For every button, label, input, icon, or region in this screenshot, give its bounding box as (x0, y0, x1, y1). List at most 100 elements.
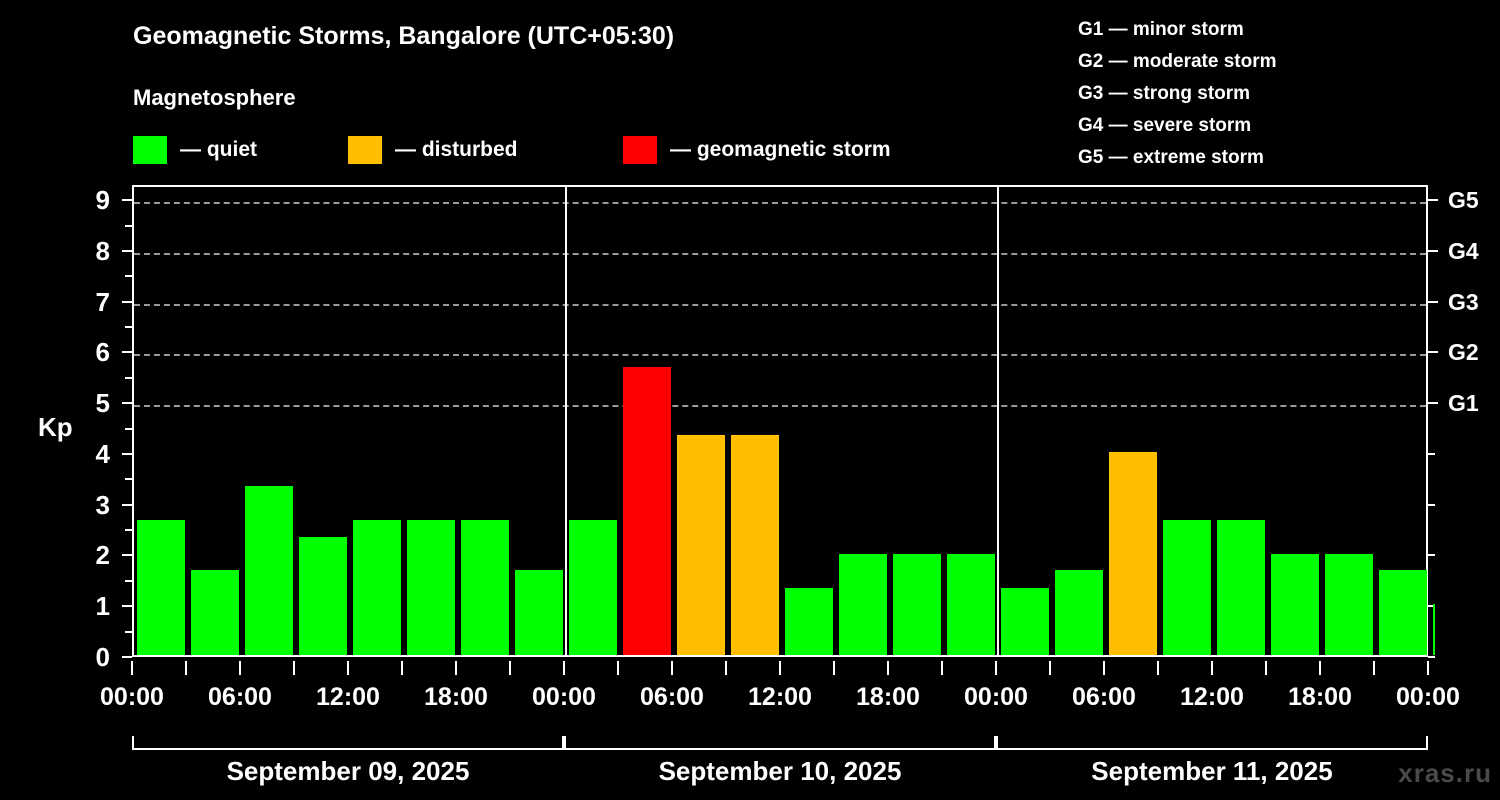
bar-kp-18 (1109, 452, 1157, 655)
bar-kp-21 (1271, 553, 1319, 655)
x-tick-mark-24 (1427, 661, 1429, 675)
bar-kp-7 (515, 570, 563, 655)
g-tick-label-G3: G3 (1448, 288, 1479, 315)
gridline-kp-7 (134, 303, 1426, 306)
g-tick-mark-G2 (1428, 351, 1438, 354)
bar-kp-20 (1217, 519, 1265, 655)
day-band-2 (564, 736, 996, 750)
x-tick-mark-20 (1211, 661, 1213, 675)
x-tick-mark-0 (131, 661, 133, 675)
y-tick-label-4: 4 (95, 438, 110, 469)
y-tick-label-6: 6 (95, 337, 110, 368)
bar-kp-6 (461, 519, 509, 655)
day-band-1 (132, 736, 564, 750)
g-tick-label-G4: G4 (1448, 237, 1479, 264)
y-tick-minor (125, 529, 132, 532)
x-tick-label-4: 00:00 (532, 683, 596, 711)
y-tick-minor (125, 376, 132, 379)
day-label-3: September 11, 2025 (1091, 756, 1333, 786)
y-tick-mark-2 (122, 554, 132, 557)
x-tick-mark-17 (1049, 661, 1051, 675)
y-tick-label-1: 1 (95, 591, 110, 622)
gridline-kp-5 (134, 405, 1426, 408)
x-tick-label-7: 18:00 (856, 683, 920, 711)
y-tick-label-7: 7 (95, 286, 110, 317)
g-legend-row-g3: G3 — strong storm (1078, 83, 1251, 104)
x-tick-mark-22 (1319, 661, 1321, 675)
bar-kp-22 (1325, 553, 1373, 655)
y-tick-mark-3 (122, 503, 132, 506)
x-tick-label-12: 00:00 (1396, 683, 1460, 711)
day-separator-1 (565, 187, 567, 655)
g-tick-minor (1428, 452, 1435, 455)
x-tick-mark-5 (401, 661, 403, 675)
g-tick-label-G5: G5 (1448, 187, 1479, 214)
x-tick-mark-3 (293, 661, 295, 675)
bar-kp-24 (1433, 604, 1435, 655)
g-legend-row-g4: G4 — severe storm (1078, 115, 1252, 136)
y-tick-mark-8 (122, 249, 132, 252)
y-tick-label-9: 9 (95, 185, 110, 216)
g-tick-minor (1428, 554, 1435, 557)
bar-kp-17 (1055, 570, 1103, 655)
x-tick-mark-11 (725, 661, 727, 675)
y-tick-label-3: 3 (95, 489, 110, 520)
g-tick-mark-G5 (1428, 199, 1438, 202)
legend-label: — geomagnetic storm (670, 138, 891, 161)
bar-kp-2 (245, 486, 293, 655)
y-tick-minor (125, 579, 132, 582)
y-tick-minor (125, 224, 132, 227)
bar-kp-10 (677, 435, 725, 655)
bar-kp-3 (299, 536, 347, 655)
y-tick-minor (125, 478, 132, 481)
bar-kp-15 (947, 553, 995, 655)
x-tick-mark-21 (1265, 661, 1267, 675)
legend-entry-quiet: — quiet (133, 133, 257, 167)
x-tick-mark-10 (671, 661, 673, 675)
x-tick-label-2: 12:00 (316, 683, 380, 711)
x-tick-mark-18 (1103, 661, 1105, 675)
bar-kp-23 (1379, 570, 1427, 655)
y-tick-minor (125, 326, 132, 329)
g-tick-label-G1: G1 (1448, 390, 1479, 417)
y-tick-mark-7 (122, 300, 132, 303)
g-tick-minor (1428, 605, 1435, 608)
y-tick-label-8: 8 (95, 235, 110, 266)
x-tick-mark-1 (185, 661, 187, 675)
y-tick-mark-9 (122, 199, 132, 202)
y-tick-minor (125, 275, 132, 278)
gridline-kp-8 (134, 252, 1426, 255)
x-tick-label-5: 06:00 (640, 683, 704, 711)
bar-kp-11 (731, 435, 779, 655)
x-tick-mark-15 (941, 661, 943, 675)
x-tick-label-8: 00:00 (964, 683, 1028, 711)
x-tick-mark-16 (995, 661, 997, 675)
bar-kp-13 (839, 553, 887, 655)
y-tick-label-0: 0 (95, 642, 110, 672)
gridline-kp-9 (134, 202, 1426, 205)
day-label-2: September 10, 2025 (658, 756, 902, 786)
g-tick-label-G2: G2 (1448, 339, 1479, 366)
bar-kp-1 (191, 570, 239, 655)
g-tick-mark-G4 (1428, 249, 1438, 252)
gridline-kp-6 (134, 354, 1426, 357)
y-tick-label-5: 5 (95, 388, 110, 419)
legend-label: — quiet (180, 138, 257, 161)
plot-inner (134, 187, 1435, 655)
y-tick-minor (125, 630, 132, 633)
storm-swatch (623, 136, 657, 164)
y-tick-mark-4 (122, 452, 132, 455)
y-tick-mark-6 (122, 351, 132, 354)
bar-kp-8 (569, 519, 617, 655)
g-legend-row-g5: G5 — extreme storm (1078, 147, 1264, 168)
x-tick-mark-9 (617, 661, 619, 675)
y-tick-mark-5 (122, 402, 132, 405)
bar-kp-14 (893, 553, 941, 655)
quiet-swatch (133, 136, 167, 164)
x-tick-mark-6 (455, 661, 457, 675)
disturbed-swatch (348, 136, 382, 164)
bar-kp-16 (1001, 587, 1049, 655)
bar-kp-0 (137, 519, 185, 655)
x-tick-mark-13 (833, 661, 835, 675)
